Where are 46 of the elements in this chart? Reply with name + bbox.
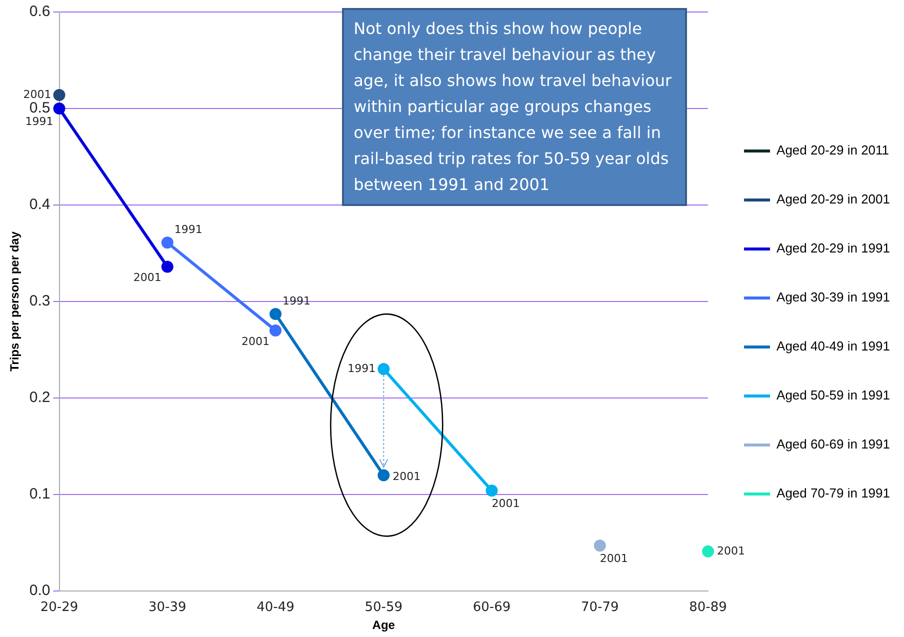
legend-label: Aged 70-79 in 1991 — [776, 486, 890, 501]
point — [378, 469, 390, 482]
x-tick-label: 50-59 — [364, 600, 403, 616]
point — [594, 540, 606, 552]
point — [53, 88, 66, 101]
point — [53, 102, 66, 114]
y-tick-label: 0.0 — [29, 582, 50, 600]
y-tick-label: 0.1 — [29, 486, 50, 503]
y-tick-label: 0.6 — [29, 3, 50, 20]
y-tick-label: 0.3 — [29, 292, 50, 310]
legend-label: Aged 60-69 in 1991 — [776, 436, 890, 452]
legend-label: Aged 50-59 in 1991 — [776, 388, 890, 403]
x-axis-title: Age — [372, 618, 396, 632]
legend-label: Aged 40-49 in 1991 — [776, 338, 890, 354]
annotation: 2001 — [23, 88, 52, 101]
x-tick-label: 20-29 — [40, 600, 78, 616]
annotation: 1991 — [348, 362, 376, 375]
y-tick-label: 0.5 — [29, 100, 50, 117]
legend-label: Aged 20-29 in 1991 — [776, 240, 890, 256]
x-tick-label: 30-39 — [148, 600, 186, 616]
annotation: 2001 — [392, 470, 421, 484]
annotation: 2001 — [717, 544, 746, 558]
y-tick-label: 0.2 — [29, 389, 50, 406]
point — [161, 260, 174, 273]
annotation: 2001 — [242, 334, 270, 348]
x-tick-label: 80-89 — [689, 600, 727, 616]
annotation: 2001 — [133, 271, 162, 284]
x-tick-label: 60-69 — [472, 600, 511, 616]
annotation: 2001 — [492, 497, 520, 510]
annotation: 1991 — [25, 114, 54, 128]
annotation: 1991 — [174, 222, 202, 236]
annotation: 2001 — [600, 552, 628, 566]
y-axis-title: Trips per person per day — [8, 231, 22, 372]
point — [270, 308, 282, 320]
point — [486, 484, 498, 497]
y-tick-label: 0.4 — [29, 196, 50, 214]
point — [270, 324, 282, 336]
point — [378, 363, 390, 376]
point — [702, 545, 714, 558]
point — [161, 236, 174, 249]
legend-label: Aged 20-29 in 2001 — [776, 192, 890, 207]
x-tick-label: 40-49 — [256, 600, 294, 616]
annotation: Not only does this show how people change their travel behaviour as they age, it also shows how travel behaviour within particular age groups changes over time; for instance we see a fall in rail-based trip rates for 50-59 year olds between 1991 and 2001 — [342, 8, 687, 206]
legend-label: Aged 20-29 in 2011 — [776, 142, 890, 158]
legend-label: Aged 30-39 in 1991 — [776, 290, 890, 305]
x-tick-label: 70-79 — [581, 600, 619, 616]
